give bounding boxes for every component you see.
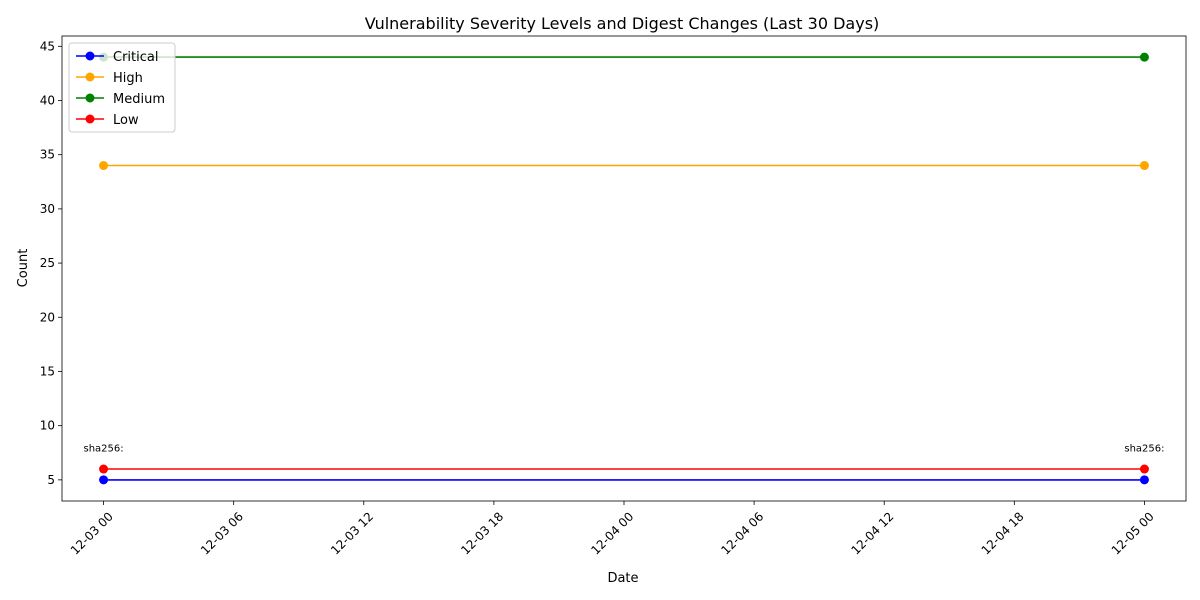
y-tick-label: 25: [40, 256, 55, 270]
y-tick-label: 5: [47, 473, 55, 487]
y-axis-label: Count: [16, 249, 31, 288]
y-tick-label: 10: [40, 419, 55, 433]
data-point-high: [99, 161, 109, 171]
data-point-low: [99, 464, 109, 474]
legend-marker-medium: [85, 93, 95, 103]
y-tick-label: 45: [40, 39, 55, 53]
annotation-label: sha256:: [83, 443, 123, 454]
y-tick-label: 15: [40, 364, 55, 378]
data-point-low: [1139, 464, 1149, 474]
legend-marker-low: [85, 114, 95, 124]
y-tick-label: 35: [40, 148, 55, 162]
data-point-high: [1139, 161, 1149, 171]
legend-label-high: High: [113, 71, 143, 86]
legend-label-low: Low: [113, 113, 139, 128]
y-tick-label: 40: [40, 93, 55, 107]
y-axis: 5 10 15 20 25 30 35 40 45: [40, 39, 62, 487]
annotation-label: sha256:: [1124, 443, 1164, 454]
legend-marker-critical: [85, 51, 95, 61]
legend-label-critical: Critical: [113, 50, 158, 65]
chart-title: Vulnerability Severity Levels and Digest…: [365, 14, 880, 33]
legend-marker-high: [85, 72, 95, 82]
legend: Critical High Medium Low: [68, 42, 176, 133]
legend-box: [68, 42, 176, 133]
data-point-critical: [1139, 475, 1149, 485]
data-point-medium: [1139, 52, 1149, 62]
legend-label-medium: Medium: [113, 92, 165, 107]
y-tick-label: 20: [40, 310, 55, 324]
y-tick-label: 30: [40, 202, 55, 216]
x-axis-label: Date: [607, 571, 638, 586]
data-point-critical: [99, 475, 109, 485]
